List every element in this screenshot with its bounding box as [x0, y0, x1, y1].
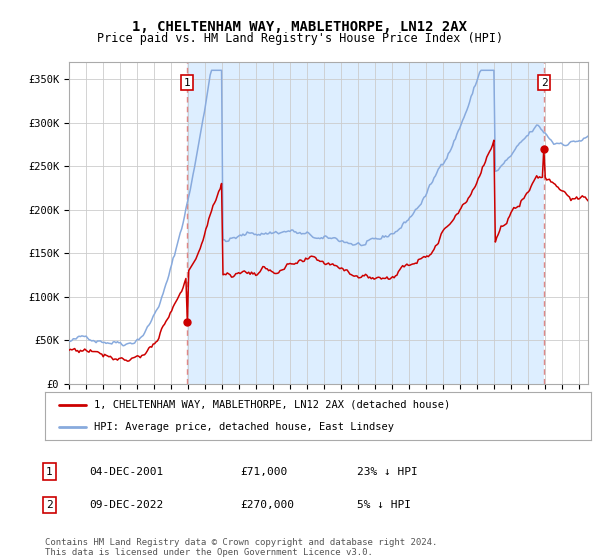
Text: 09-DEC-2022: 09-DEC-2022	[89, 500, 163, 510]
Text: HPI: Average price, detached house, East Lindsey: HPI: Average price, detached house, East…	[94, 422, 394, 432]
Text: £270,000: £270,000	[240, 500, 294, 510]
Text: 1, CHELTENHAM WAY, MABLETHORPE, LN12 2AX (detached house): 1, CHELTENHAM WAY, MABLETHORPE, LN12 2AX…	[94, 400, 451, 410]
Text: Contains HM Land Registry data © Crown copyright and database right 2024.
This d: Contains HM Land Registry data © Crown c…	[45, 538, 437, 557]
Text: 5% ↓ HPI: 5% ↓ HPI	[357, 500, 411, 510]
Text: 2: 2	[541, 77, 547, 87]
Text: 04-DEC-2001: 04-DEC-2001	[89, 466, 163, 477]
Text: £71,000: £71,000	[240, 466, 287, 477]
Text: 2: 2	[46, 500, 53, 510]
Text: Price paid vs. HM Land Registry's House Price Index (HPI): Price paid vs. HM Land Registry's House …	[97, 32, 503, 45]
Text: 1, CHELTENHAM WAY, MABLETHORPE, LN12 2AX: 1, CHELTENHAM WAY, MABLETHORPE, LN12 2AX	[133, 20, 467, 34]
Text: 23% ↓ HPI: 23% ↓ HPI	[357, 466, 418, 477]
Bar	[187, 62, 544, 384]
Text: 1: 1	[46, 466, 53, 477]
Text: 1: 1	[184, 77, 190, 87]
